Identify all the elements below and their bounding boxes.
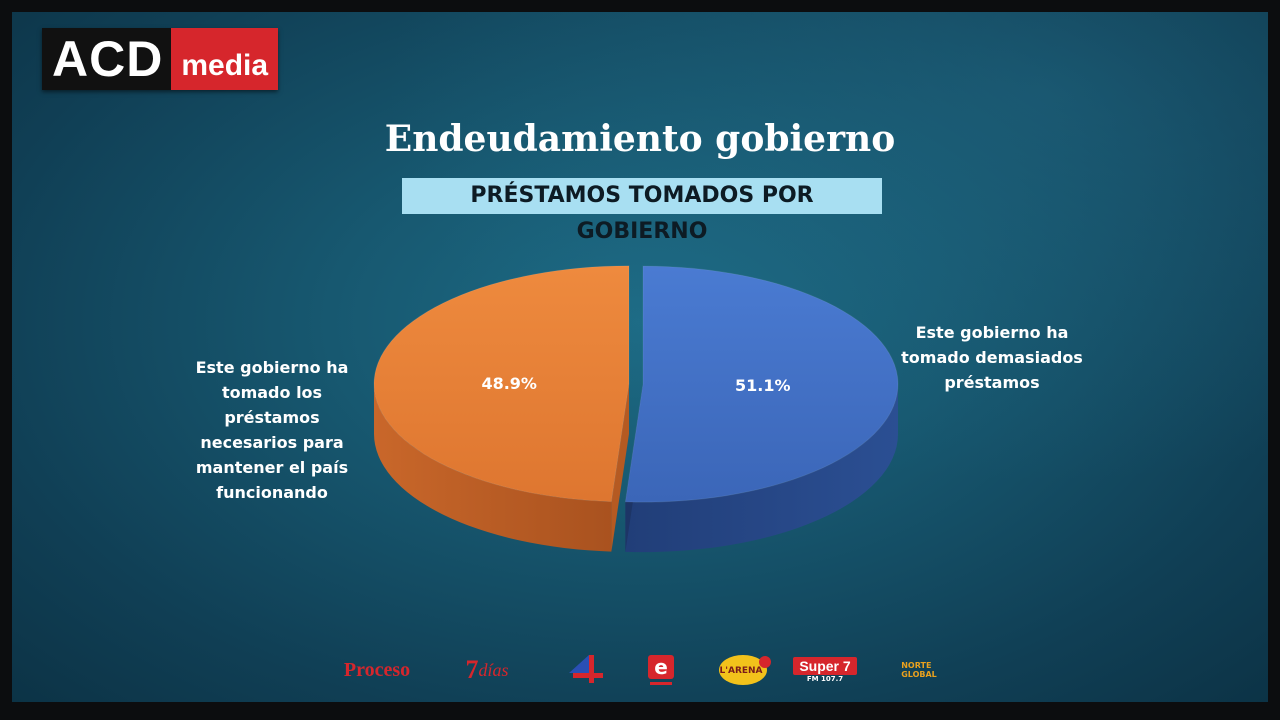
7dias-logo: 7 días [437, 652, 537, 688]
slice-value-label: 51.1% [735, 376, 791, 395]
e-icon: e [648, 655, 674, 685]
super7-num: 7 [842, 658, 851, 674]
super7-box: Super 7 [793, 657, 857, 675]
proceso-logo: Proceso [343, 658, 411, 681]
pie-chart: 51.1% 48.9% [373, 265, 899, 553]
slide: ACD media Endeudamiento gobierno PRÉSTAM… [12, 12, 1268, 702]
canal4-logo [562, 652, 612, 688]
slice-label-left-line: necesarios para [200, 433, 344, 452]
slice-label-right-line: tomado demasiados [901, 348, 1083, 367]
slice-value-label: 48.9% [481, 374, 537, 393]
arena-text: L'ARENA [719, 666, 762, 676]
acd-media-logo: ACD media [42, 28, 279, 90]
arena-icon: L'ARENA [719, 655, 771, 685]
7dias-word: días [478, 659, 509, 680]
pie-slice [373, 265, 630, 503]
super7-logo: Super 7 FM 107.7 [790, 652, 860, 688]
global-line1: NORTE [901, 661, 932, 670]
pie-slice [624, 265, 899, 503]
sponsor-logos: Proceso 7 días e L'ARENA Super 7 [332, 652, 972, 692]
logo-acd-text: ACD [42, 28, 172, 90]
slice-label-left: Este gobierno ha tomado los préstamos ne… [172, 355, 372, 505]
logo-media-text: media [181, 49, 269, 82]
slice-label-left-line: tomado los préstamos [221, 383, 323, 427]
pie-slice-side [374, 383, 612, 552]
global-line2: GLOBAL [901, 670, 937, 679]
e-logo: e [644, 652, 678, 688]
logo-media-box: media [171, 28, 279, 90]
e-letter: e [654, 655, 668, 679]
chart-title: Endeudamiento gobierno [384, 118, 896, 160]
pie-slice-side [625, 384, 898, 553]
super7-fm: FM 107.7 [806, 675, 844, 683]
pie-slice-wall [611, 383, 630, 552]
slice-label-left-line: Este gobierno ha [195, 358, 349, 377]
7dias-number: 7 [465, 655, 479, 684]
slice-label-right: Este gobierno ha tomado demasiados prést… [897, 320, 1087, 395]
global-text: NORTE GLOBAL [901, 661, 937, 679]
arena-logo: L'ARENA [717, 652, 773, 688]
slice-label-right-line: préstamos [944, 373, 1040, 392]
chart-subtitle: PRÉSTAMOS TOMADOS POR GOBIERNO [402, 178, 882, 244]
slice-label-left-line: funcionando [216, 483, 328, 502]
super7-text: Super [799, 658, 839, 674]
canal4-icon [569, 655, 603, 683]
global-logo: NORTE GLOBAL [887, 652, 951, 688]
slice-label-right-line: Este gobierno ha [915, 323, 1069, 342]
slice-label-left-line: mantener el país [195, 458, 349, 477]
